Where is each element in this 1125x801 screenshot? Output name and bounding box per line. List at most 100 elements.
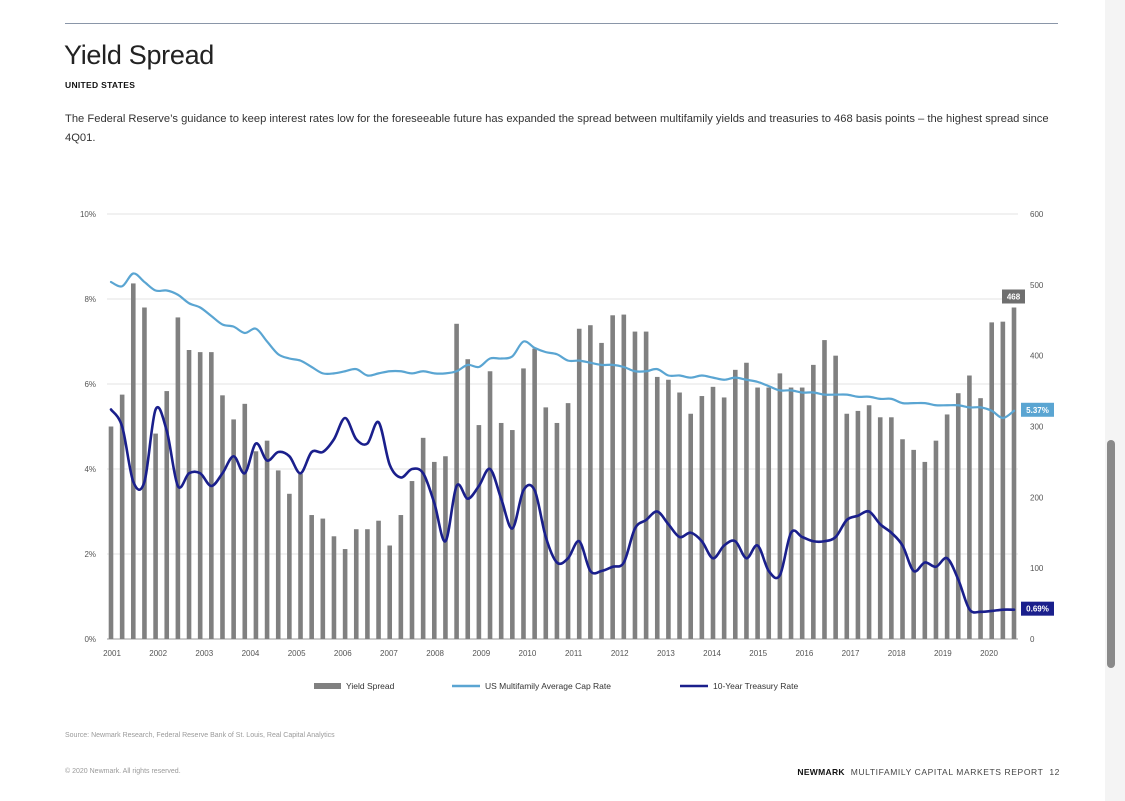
spread-bar xyxy=(431,461,437,639)
spread-bar xyxy=(922,461,928,639)
left-tick-label: 10% xyxy=(80,210,96,219)
spread-bar xyxy=(877,417,883,639)
x-tick-label: 2018 xyxy=(888,649,906,658)
spread-bar xyxy=(164,391,170,639)
spread-bar xyxy=(287,493,292,639)
x-tick-label: 2001 xyxy=(103,649,121,658)
spread-bar xyxy=(621,314,627,639)
right-tick-label: 400 xyxy=(1030,352,1044,361)
spread-bar xyxy=(454,323,459,639)
spread-bar xyxy=(610,315,615,639)
x-tick-label: 2007 xyxy=(380,649,398,658)
spread-bar xyxy=(967,375,972,639)
spread-bar xyxy=(153,433,158,639)
x-tick-label: 2020 xyxy=(980,649,998,658)
spread-bar xyxy=(320,518,326,639)
x-tick-label: 2009 xyxy=(472,649,490,658)
spread-bar xyxy=(666,379,671,639)
right-tick-label: 0 xyxy=(1030,635,1035,644)
page-number: 12 xyxy=(1049,767,1060,777)
spread-bar xyxy=(264,440,270,639)
right-tick-label: 100 xyxy=(1030,564,1044,573)
legend-label-treasury: 10-Year Treasury Rate xyxy=(713,681,798,691)
spread-bar xyxy=(253,451,259,639)
yield-spread-chart: 0% 2% 4% 6% 8% 10% 0 100 200 300 400 500 600 2001 2002… xyxy=(80,210,1054,691)
left-tick-label: 4% xyxy=(84,465,96,474)
left-tick-label: 0% xyxy=(84,635,96,644)
treasury-callout-label: 0.69% xyxy=(1026,605,1049,614)
treasury-callout-box xyxy=(1021,601,1054,616)
legend-swatch-spread xyxy=(314,683,341,689)
x-tick-label: 2019 xyxy=(934,649,952,658)
spread-bar xyxy=(220,395,225,639)
spread-bar xyxy=(209,352,214,639)
scrollbar[interactable] xyxy=(1107,440,1115,668)
spread-bar xyxy=(911,449,916,639)
description: The Federal Reserve’s guidance to keep i… xyxy=(65,113,1049,144)
spread-bar xyxy=(186,350,192,639)
spread-bar xyxy=(822,340,827,639)
spread-bar xyxy=(688,413,694,639)
spread-bar xyxy=(777,373,783,639)
spread-bar xyxy=(119,394,125,639)
page-title: Yield Spread xyxy=(64,40,215,70)
brand-name: NEWMARK xyxy=(797,767,845,777)
legend-label-cap-rate: US Multifamily Average Cap Rate xyxy=(485,681,611,691)
right-tick-label: 600 xyxy=(1030,210,1044,219)
spread-bar xyxy=(130,283,136,639)
spread-bar xyxy=(387,545,393,639)
legend-label-spread: Yield Spread xyxy=(346,681,395,691)
spread-bar xyxy=(242,403,248,639)
spread-bar xyxy=(632,331,638,639)
spread-bar xyxy=(197,352,203,639)
spread-bar xyxy=(554,422,560,639)
spread-bar xyxy=(744,362,749,639)
right-tick-label: 300 xyxy=(1030,423,1044,432)
right-tick-label: 500 xyxy=(1030,281,1044,290)
spread-bar xyxy=(521,368,526,639)
x-tick-label: 2015 xyxy=(749,649,767,658)
x-tick-label: 2012 xyxy=(611,649,629,658)
spread-callout-box xyxy=(1002,289,1025,304)
spread-bar xyxy=(599,342,604,639)
left-tick-label: 6% xyxy=(84,380,96,389)
spread-bar xyxy=(576,328,582,639)
spread-bar xyxy=(889,417,894,639)
x-tick-label: 2014 xyxy=(703,649,721,658)
spread-bar xyxy=(788,387,794,639)
spread-bar xyxy=(699,396,705,639)
x-tick-label: 2008 xyxy=(426,649,444,658)
spread-bar xyxy=(732,369,738,639)
header-rule xyxy=(65,23,1058,24)
spread-bar xyxy=(1011,307,1017,639)
spread-bar xyxy=(978,398,983,639)
x-tick-label: 2004 xyxy=(242,649,260,658)
spread-bar xyxy=(588,325,593,639)
spread-bar xyxy=(710,386,716,639)
right-tick-label: 200 xyxy=(1030,493,1044,502)
spread-bar xyxy=(565,403,571,639)
spread-bar xyxy=(510,430,515,639)
spread-bar xyxy=(365,529,370,639)
spread-bar xyxy=(142,307,147,639)
cap-rate-callout-label: 5.37% xyxy=(1026,406,1049,415)
spread-bar xyxy=(900,439,905,639)
footer-brandline: NEWMARK MULTIFAMILY CAPITAL MARKETS REPO… xyxy=(797,767,1060,777)
spread-bar xyxy=(811,364,816,639)
spread-bar xyxy=(755,387,760,639)
x-tick-label: 2006 xyxy=(334,649,352,658)
spread-bar xyxy=(175,317,181,639)
report-name: MULTIFAMILY CAPITAL MARKETS REPORT xyxy=(850,767,1044,777)
treasury-line xyxy=(109,406,1016,614)
x-tick-label: 2011 xyxy=(565,649,583,658)
copyright: © 2020 Newmark. All rights reserved. xyxy=(65,768,181,775)
source-note: Source: Newmark Research, Federal Reserv… xyxy=(65,732,335,739)
spread-bar xyxy=(353,529,359,639)
cap-rate-line xyxy=(109,272,1016,420)
spread-bar xyxy=(275,470,281,639)
spread-bar xyxy=(342,549,348,639)
spread-bar xyxy=(1000,321,1006,639)
spread-bar xyxy=(487,371,493,639)
spread-bar xyxy=(443,456,448,639)
left-tick-label: 8% xyxy=(84,295,96,304)
